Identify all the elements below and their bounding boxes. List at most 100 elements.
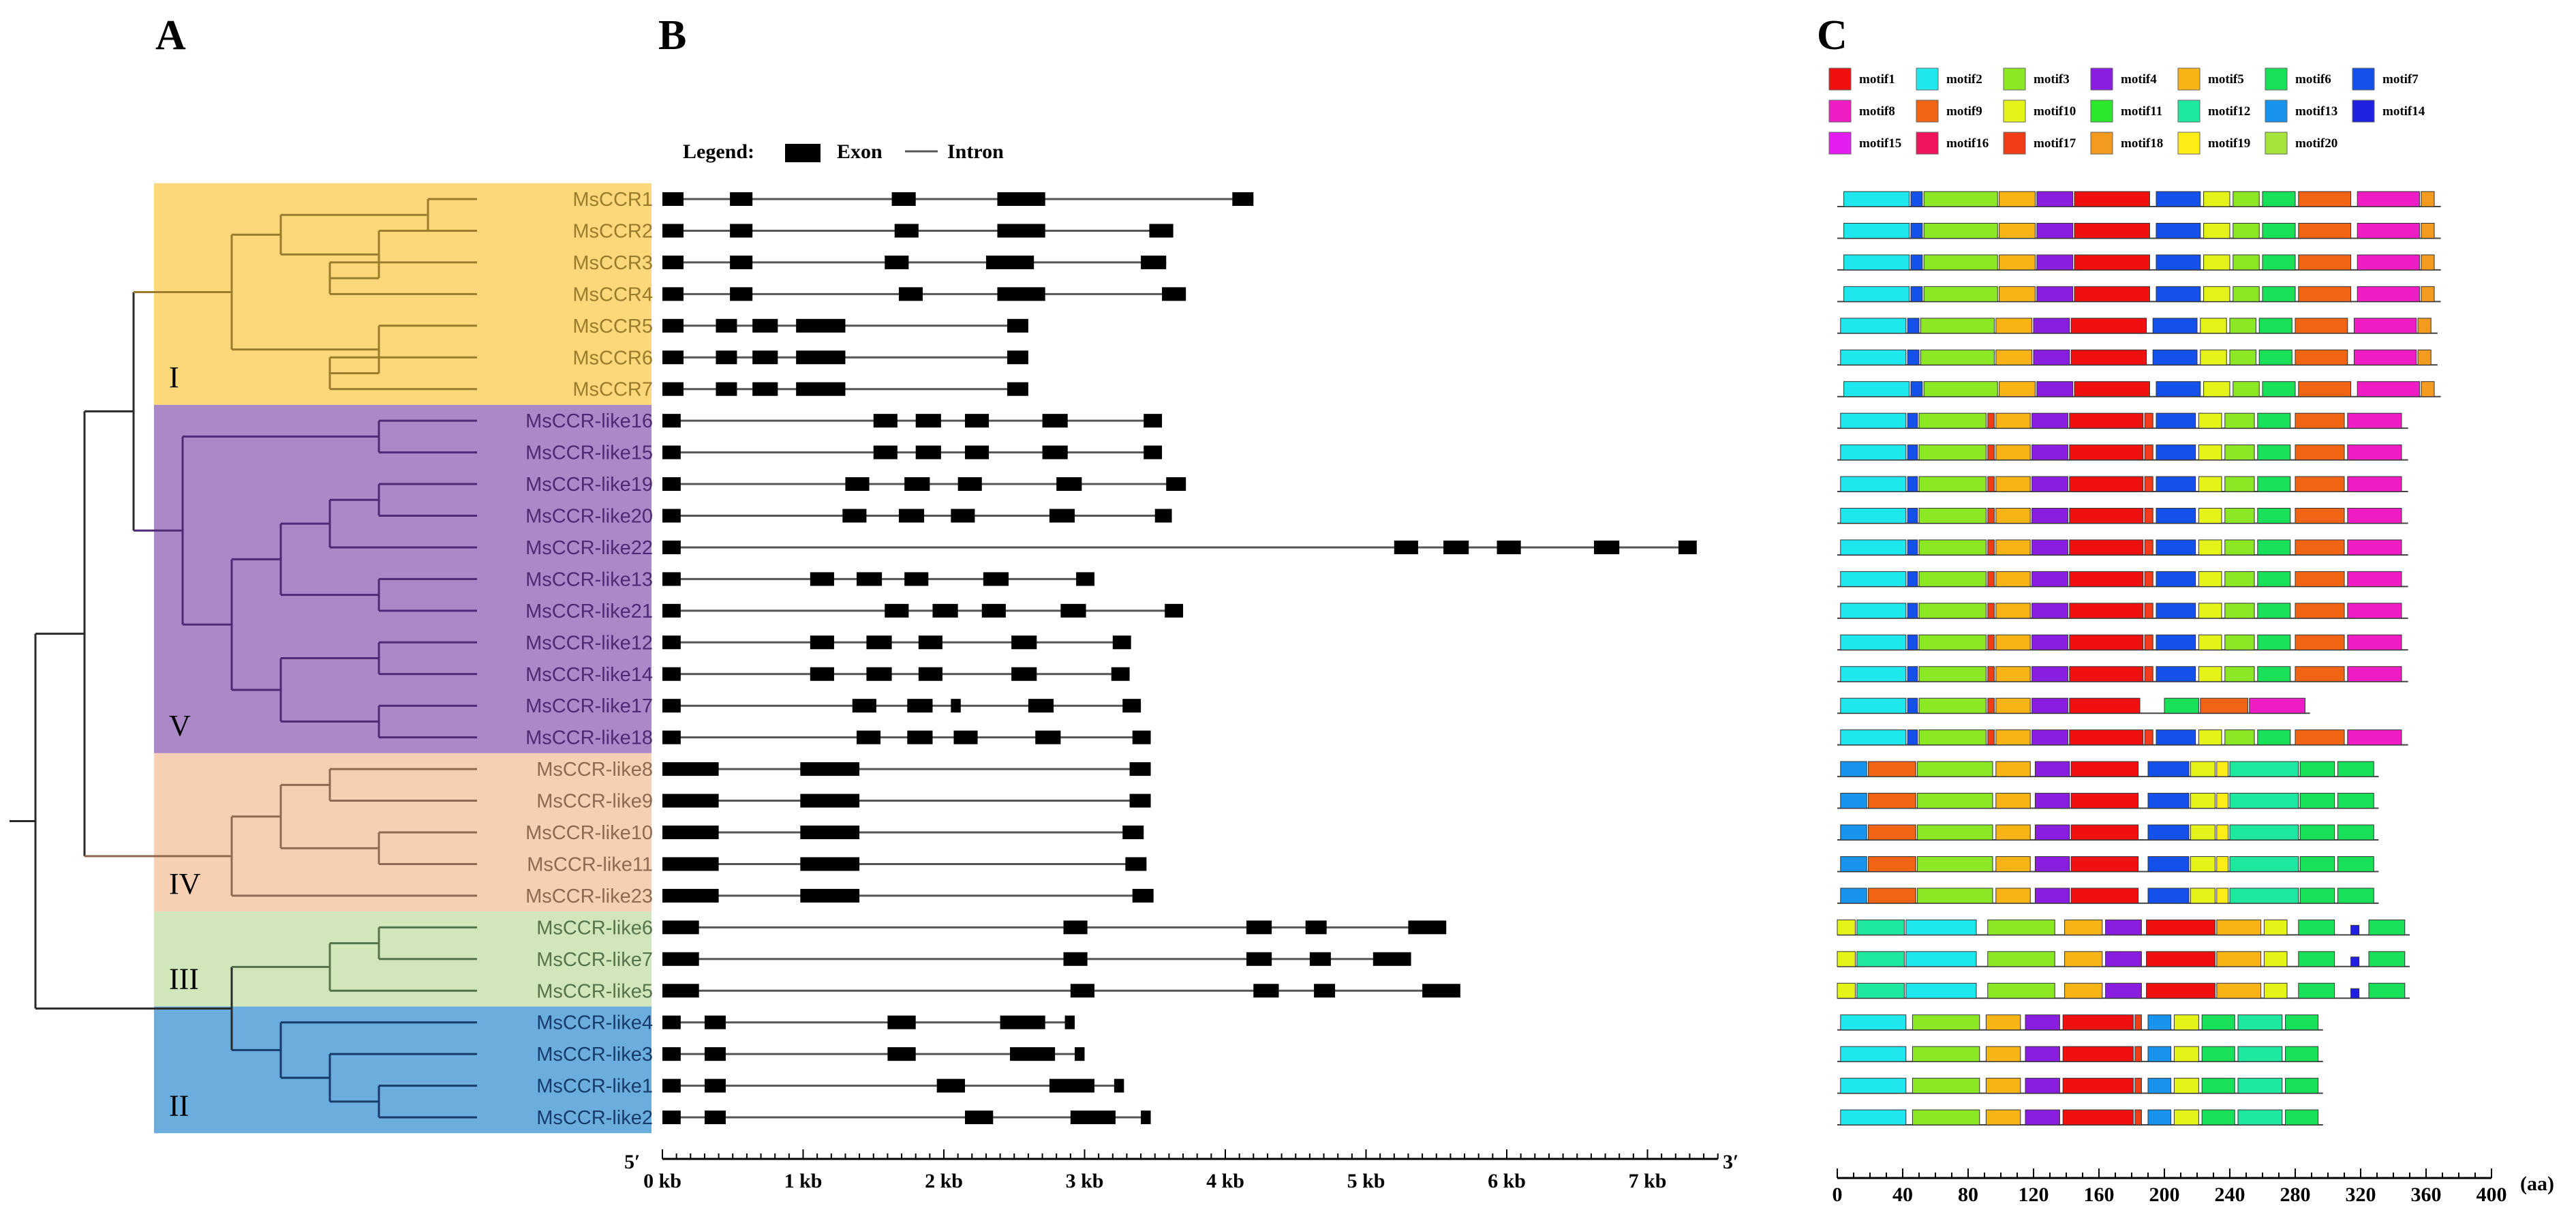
motif-box: [2201, 1046, 2235, 1062]
motif-box: [2036, 191, 2074, 207]
motif-box: [2156, 286, 2201, 302]
motif-box: [1843, 286, 1910, 302]
gene-label: MsCCR-like15: [525, 442, 653, 464]
motif-box: [2216, 982, 2262, 999]
clade-label: III: [169, 962, 199, 995]
motif-box: [2237, 1109, 2283, 1126]
motif-box: [2144, 666, 2153, 682]
motif-box: [2034, 793, 2070, 809]
motif-box: [2337, 888, 2374, 904]
motif-box: [2203, 191, 2230, 207]
motif-structures: [1837, 191, 2441, 1126]
motif-box: [2200, 697, 2248, 714]
exon-block: [1060, 603, 1086, 618]
exon-block: [662, 603, 681, 618]
gene-label: MsCCR-like21: [525, 601, 653, 622]
motif-box: [1910, 286, 1923, 302]
exon-block: [1112, 635, 1131, 650]
motif-box: [1837, 951, 1856, 967]
motif-box: [2233, 286, 2260, 302]
motif-legend-label: motif9: [1946, 104, 1982, 119]
motif-box: [1987, 697, 1995, 714]
exon-block: [866, 635, 892, 650]
motif-box: [1987, 444, 1995, 461]
motif-box: [2233, 254, 2260, 271]
motif-box: [2233, 222, 2260, 239]
exon-block: [796, 318, 846, 333]
motif-box: [2064, 982, 2103, 999]
motif-box: [2069, 634, 2144, 650]
motif-box: [2156, 222, 2201, 239]
motif-box: [2347, 666, 2402, 682]
motif-box: [2190, 761, 2215, 777]
motif-legend-label: motif5: [2208, 72, 2244, 87]
motif-box: [2198, 666, 2222, 682]
motif-box: [2147, 856, 2190, 872]
exon-block: [704, 1111, 726, 1125]
motif-legend-label: motif17: [2034, 136, 2076, 151]
exon-block: [1007, 350, 1028, 365]
exon-block: [1042, 445, 1068, 459]
motif-box: [2146, 982, 2215, 999]
exon-block: [662, 224, 684, 238]
legend-intron-label: Intron: [947, 140, 1004, 163]
motif-box: [1868, 824, 1916, 841]
motif-box: [2134, 1109, 2142, 1126]
motif-box: [2033, 318, 2070, 334]
motif-box: [2198, 444, 2222, 461]
exon-block: [1129, 762, 1151, 776]
exon-block: [997, 287, 1045, 301]
motif-box: [1843, 381, 1910, 397]
motif-box: [1923, 286, 1998, 302]
motif-box: [2070, 318, 2147, 334]
motif-box: [2134, 1078, 2142, 1094]
exon-block: [1122, 699, 1141, 713]
motif-legend-swatch: [2003, 100, 2026, 123]
motif-box: [2156, 381, 2201, 397]
exon-block: [662, 888, 719, 903]
motif-box: [2421, 191, 2435, 207]
motif-box: [1917, 793, 1993, 809]
exon-block: [1035, 730, 1061, 744]
exon-block: [898, 509, 925, 523]
exon-block: [662, 762, 719, 776]
motif-box: [2298, 254, 2352, 271]
motif-legend-swatch: [1828, 132, 1852, 155]
motif-box: [1987, 729, 1995, 746]
motif-box: [2295, 444, 2345, 461]
gene-label: MsCCR-like11: [527, 854, 653, 875]
motif-box: [2298, 951, 2335, 967]
gene-label: MsCCR-like6: [536, 917, 653, 939]
exon-block: [1144, 445, 1163, 459]
motif-box: [2299, 856, 2335, 872]
exon-block: [885, 603, 909, 618]
motif-legend-swatch: [2352, 100, 2375, 123]
motif-box: [1856, 982, 1905, 999]
exon-block: [997, 224, 1045, 238]
exon-block: [662, 667, 681, 681]
motif-box: [2237, 1014, 2283, 1031]
motif-legend-label: motif19: [2208, 136, 2250, 151]
motif-box: [1999, 381, 2036, 397]
motif-box: [1840, 634, 1907, 650]
motif-box: [1907, 539, 1918, 556]
exon-block: [662, 1078, 681, 1093]
motif-box: [2224, 729, 2255, 746]
motif-box: [2036, 254, 2074, 271]
motif-box: [2417, 318, 2432, 334]
exon-block: [1070, 1111, 1116, 1125]
motif-box: [2147, 888, 2190, 904]
motif-axis: (aa) 0 40 80 120 160 200 240 280 320 360 400: [1833, 1168, 2554, 1206]
motif-box: [1912, 1078, 1980, 1094]
exon-block: [1063, 952, 1088, 966]
motif-box: [2421, 381, 2435, 397]
exon-block: [810, 667, 834, 681]
motif-legend-label: motif8: [1859, 104, 1895, 119]
motif-box: [2036, 381, 2074, 397]
motif-box: [2190, 856, 2215, 872]
motif-box: [1985, 1078, 2021, 1094]
gene-label: MsCCR6: [572, 347, 653, 369]
axis-tick-label: 7 kb: [1629, 1170, 1667, 1192]
motif-box: [2298, 982, 2335, 999]
exon-block: [1443, 540, 1469, 554]
